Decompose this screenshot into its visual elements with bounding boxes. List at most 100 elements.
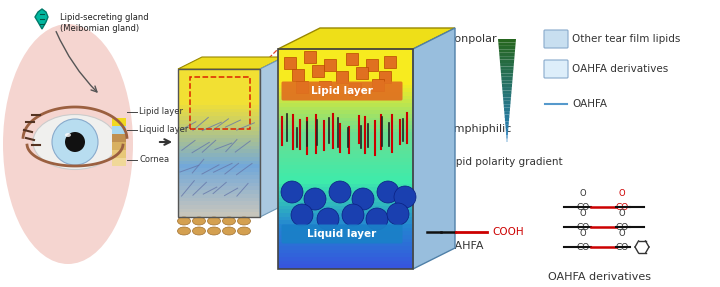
Polygon shape <box>506 132 508 135</box>
Bar <box>112 134 126 142</box>
Bar <box>278 246 413 251</box>
Bar <box>356 67 368 79</box>
Bar <box>278 228 413 232</box>
Bar <box>178 153 260 158</box>
Bar <box>278 114 413 119</box>
Polygon shape <box>498 39 516 42</box>
Bar <box>324 59 336 71</box>
Bar <box>178 190 260 195</box>
Bar <box>112 150 126 158</box>
Text: Liquid layer: Liquid layer <box>307 229 377 239</box>
Polygon shape <box>498 42 516 46</box>
Text: CO: CO <box>616 203 629 212</box>
Bar <box>278 250 413 254</box>
Text: OAHFA derivatives: OAHFA derivatives <box>572 64 668 74</box>
Bar <box>278 140 413 144</box>
Bar <box>278 264 413 269</box>
Bar <box>278 66 413 71</box>
Bar <box>278 103 413 108</box>
Polygon shape <box>500 67 513 70</box>
Bar <box>366 59 378 71</box>
Bar <box>278 77 413 82</box>
Bar <box>178 194 260 199</box>
Text: CO: CO <box>577 222 590 232</box>
Text: CO: CO <box>616 222 629 232</box>
Bar <box>278 136 413 141</box>
Text: CO: CO <box>441 227 455 237</box>
Bar <box>278 121 413 126</box>
Bar <box>178 197 260 202</box>
Bar <box>278 162 413 166</box>
Bar <box>278 147 413 152</box>
FancyBboxPatch shape <box>544 30 568 48</box>
Bar <box>178 205 260 210</box>
Bar <box>278 85 413 89</box>
Text: CO: CO <box>577 243 590 251</box>
Bar <box>278 206 413 210</box>
Ellipse shape <box>207 227 220 235</box>
Text: O: O <box>580 189 586 198</box>
Bar <box>384 56 396 68</box>
Bar <box>346 53 358 65</box>
Polygon shape <box>504 108 510 111</box>
Bar <box>178 72 260 76</box>
Bar <box>178 79 260 84</box>
Polygon shape <box>505 115 510 118</box>
Bar <box>178 212 260 217</box>
Circle shape <box>317 208 339 230</box>
Polygon shape <box>504 111 510 115</box>
Polygon shape <box>500 60 514 63</box>
Polygon shape <box>505 125 508 128</box>
Polygon shape <box>501 77 513 80</box>
Bar <box>178 94 260 99</box>
Bar <box>112 142 126 150</box>
Bar <box>178 179 260 184</box>
Circle shape <box>291 204 313 226</box>
Ellipse shape <box>222 217 235 225</box>
Text: O: O <box>618 229 625 238</box>
Bar <box>278 49 413 269</box>
Bar <box>278 187 413 192</box>
Text: CO: CO <box>577 203 590 212</box>
Polygon shape <box>500 56 515 60</box>
Bar <box>178 86 260 91</box>
Ellipse shape <box>178 227 191 235</box>
Bar <box>112 118 126 126</box>
Bar <box>278 191 413 196</box>
Text: O: O <box>444 214 451 223</box>
Bar <box>278 220 413 225</box>
Text: O: O <box>618 189 625 198</box>
Circle shape <box>387 203 409 225</box>
Bar <box>278 261 413 265</box>
Ellipse shape <box>238 227 251 235</box>
Bar <box>278 107 413 111</box>
Ellipse shape <box>192 227 205 235</box>
Text: Liquid layer: Liquid layer <box>139 125 189 135</box>
Bar <box>178 113 260 117</box>
Bar <box>278 154 413 159</box>
Bar <box>296 81 308 93</box>
Bar <box>278 55 413 60</box>
Circle shape <box>352 188 374 210</box>
Bar <box>278 151 413 155</box>
Bar <box>178 157 260 162</box>
Polygon shape <box>500 63 514 67</box>
Ellipse shape <box>207 217 220 225</box>
Bar <box>319 81 331 93</box>
Bar <box>278 110 413 115</box>
Circle shape <box>342 204 364 226</box>
Polygon shape <box>503 90 511 94</box>
Bar <box>278 96 413 100</box>
Polygon shape <box>501 73 513 77</box>
Ellipse shape <box>65 133 71 137</box>
Bar <box>278 118 413 122</box>
Circle shape <box>394 186 416 208</box>
Bar <box>278 169 413 174</box>
Polygon shape <box>505 128 508 132</box>
Bar <box>312 65 324 77</box>
Bar <box>278 48 413 53</box>
Bar <box>278 143 413 148</box>
Bar <box>278 63 413 67</box>
Bar <box>178 186 260 191</box>
Bar <box>278 81 413 86</box>
